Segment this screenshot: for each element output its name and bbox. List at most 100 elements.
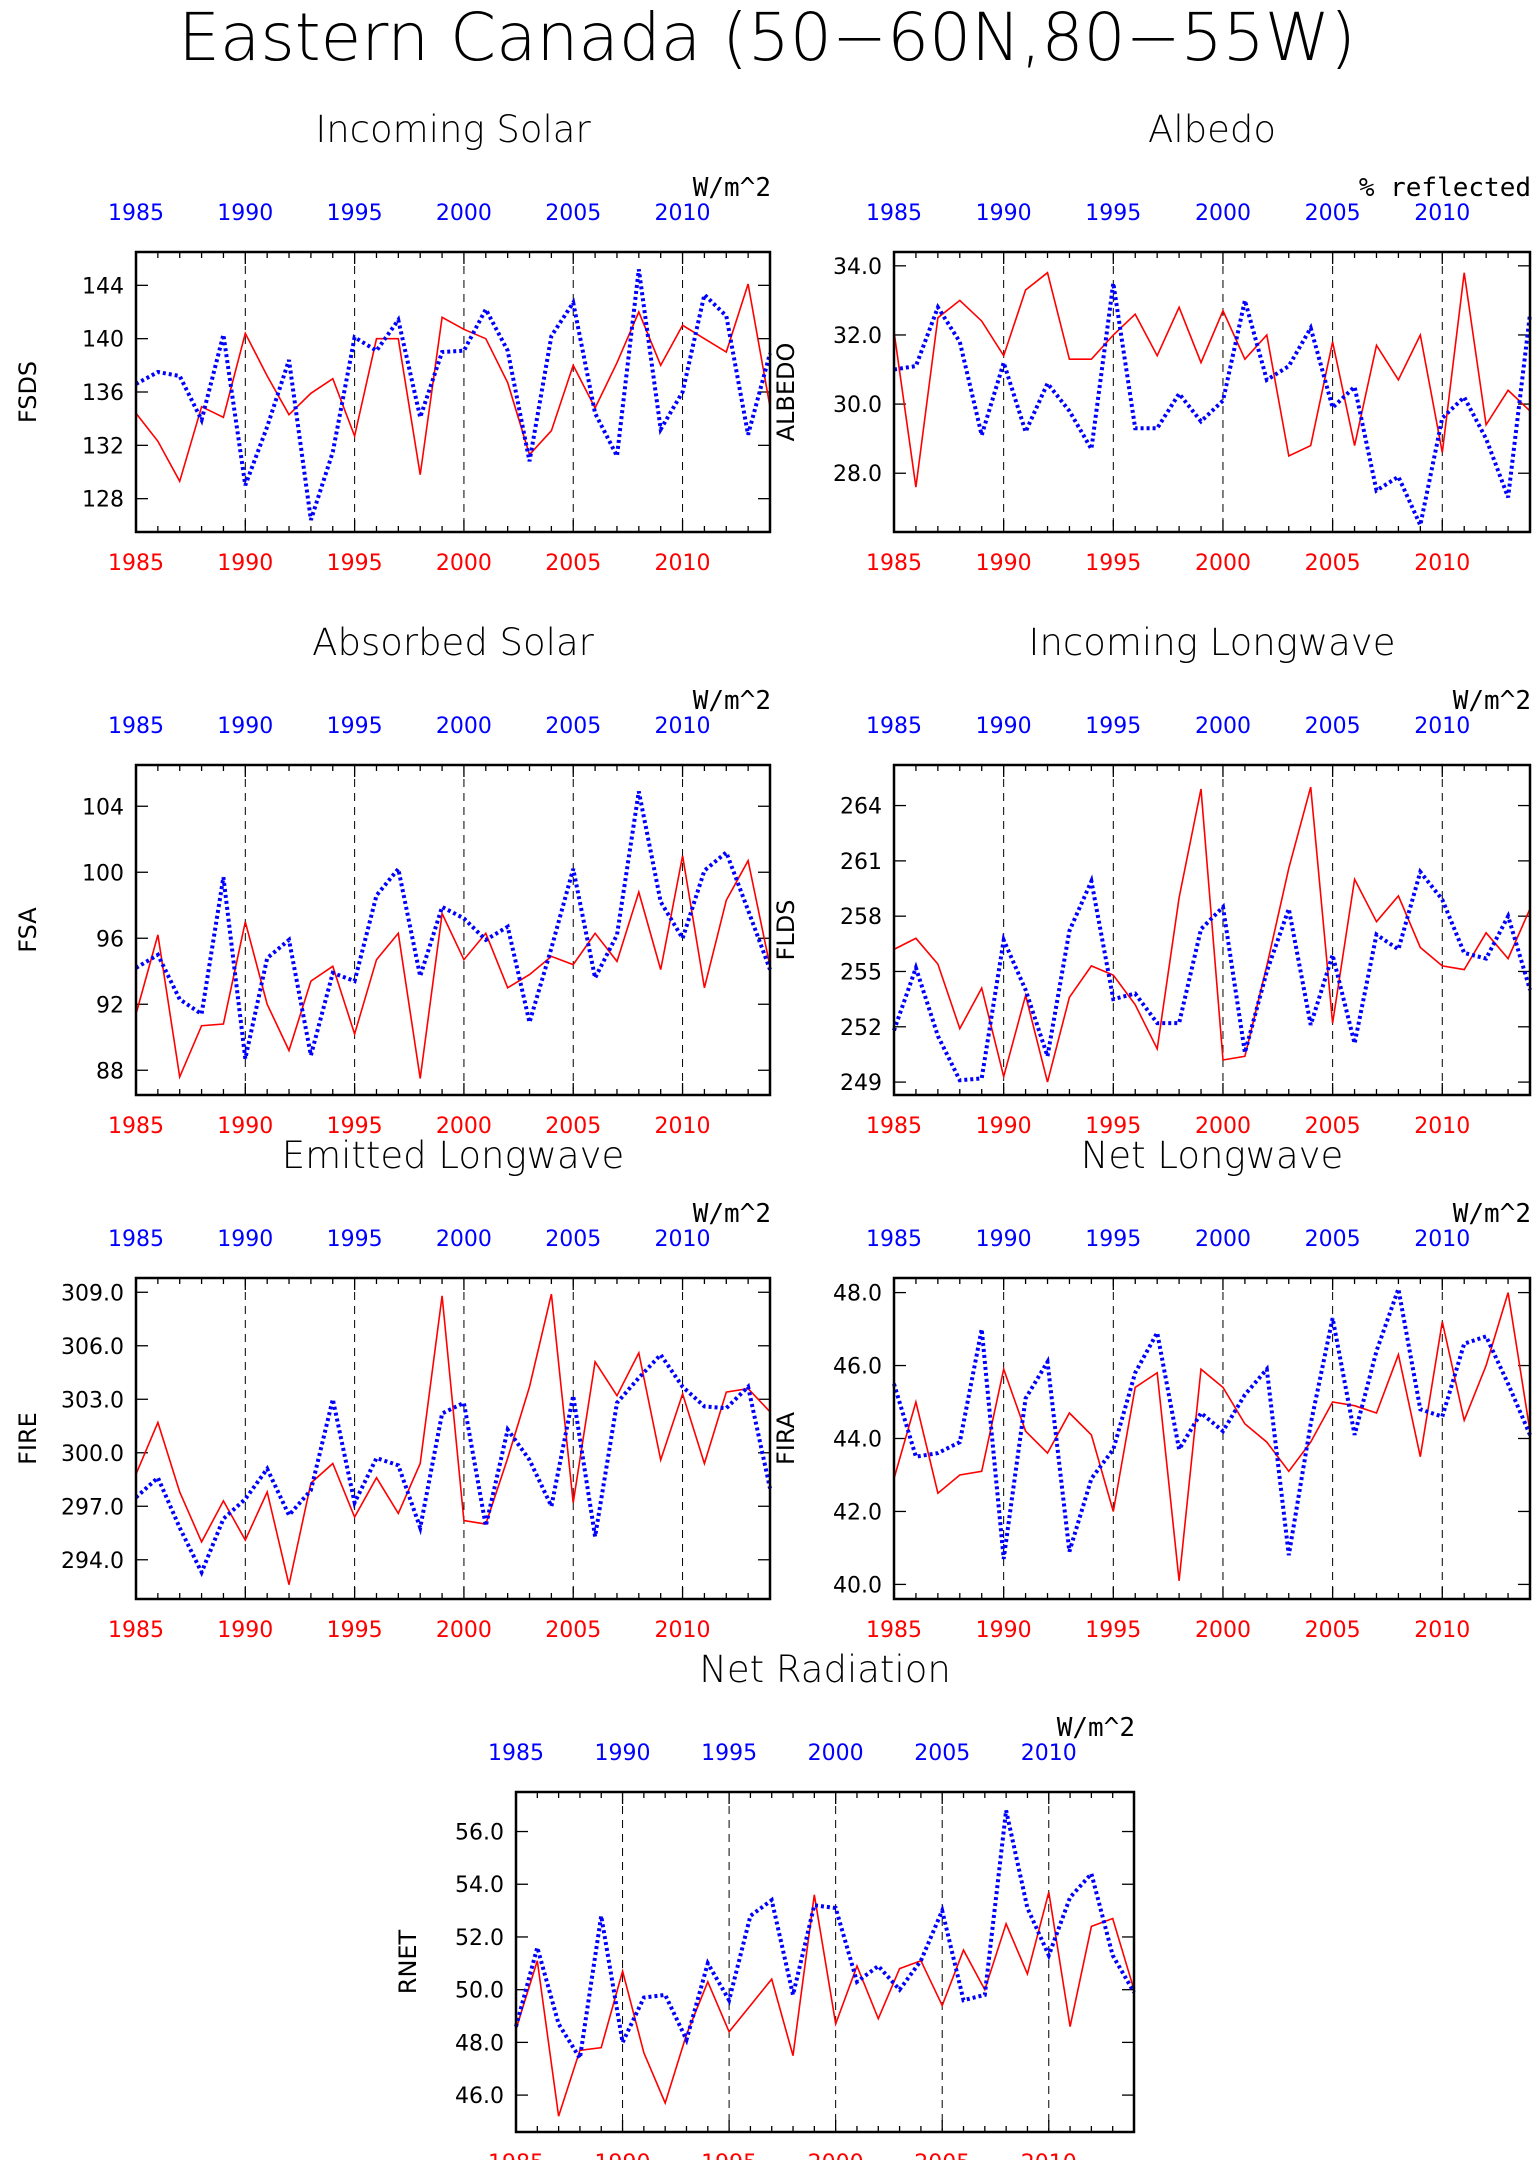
x-tick-label-top: 2010 <box>655 1227 711 1252</box>
blue-series-line <box>134 791 772 1060</box>
y-tick-label: 54.0 <box>455 1873 504 1898</box>
chart-title: Net Longwave <box>1081 1134 1344 1177</box>
x-tick-label-top: 1990 <box>595 1741 651 1766</box>
chart-panels: Incoming Solar W/m^2 1985 1985 1990 1990 1995 1… <box>14 108 1532 2160</box>
x-tick-label-bottom: 1985 <box>108 1114 164 1139</box>
x-tick-label-bottom: 2000 <box>436 1114 492 1139</box>
x-tick-label-top: 1995 <box>1085 201 1141 226</box>
x-tick-label-top: 2005 <box>545 201 601 226</box>
x-tick-label-bottom: 1995 <box>327 1618 383 1643</box>
chart-panel: Emitted Longwave W/m^2 1985 1985 1990 1990 199… <box>14 1134 772 1643</box>
units-label: W/m^2 <box>1453 686 1531 716</box>
x-tick-label-bottom: 2010 <box>655 1114 711 1139</box>
y-tick-label: 56.0 <box>455 1821 504 1846</box>
x-tick-label-top: 1990 <box>217 201 273 226</box>
red-series-line <box>515 1891 1135 2117</box>
y-axis-label: FLDS <box>772 900 800 961</box>
x-tick-label-bottom: 2000 <box>1195 551 1251 576</box>
y-tick-label: 294.0 <box>61 1549 124 1574</box>
x-tick-label-bottom: 2010 <box>1414 1618 1470 1643</box>
x-tick-label-bottom: 2005 <box>1305 551 1361 576</box>
blue-series-line <box>893 282 1532 532</box>
y-tick-label: 46.0 <box>833 1355 882 1380</box>
x-tick-label-bottom: 2010 <box>1021 2151 1077 2160</box>
y-tick-label: 306.0 <box>61 1335 124 1360</box>
x-tick-label-bottom: 2000 <box>436 551 492 576</box>
y-tick-label: 300.0 <box>61 1442 124 1467</box>
x-tick-label-bottom: 2005 <box>914 2151 970 2160</box>
y-tick-label: 44.0 <box>833 1428 882 1453</box>
x-tick-label-top: 1990 <box>976 714 1032 739</box>
x-tick-label-top: 1985 <box>866 1227 922 1252</box>
x-tick-label-top: 2000 <box>1195 201 1251 226</box>
units-label: W/m^2 <box>693 173 771 203</box>
plot-frame <box>134 250 772 534</box>
x-tick-label-bottom: 1995 <box>1085 1114 1141 1139</box>
x-tick-label-bottom: 1990 <box>595 2151 651 2160</box>
x-tick-label-bottom: 1990 <box>217 1114 273 1139</box>
y-tick-label: 136 <box>82 381 124 406</box>
x-tick-label-top: 2000 <box>436 714 492 739</box>
y-axis-label: FIRA <box>772 1411 800 1465</box>
x-tick-label-top: 2000 <box>1195 1227 1251 1252</box>
chart-title: Net Radiation <box>699 1648 951 1691</box>
units-label: % reflected <box>1359 173 1531 203</box>
x-tick-label-bottom: 1990 <box>217 551 273 576</box>
red-series-line <box>135 1293 771 1585</box>
y-axis-label: FSDS <box>14 361 42 423</box>
x-tick-label-bottom: 2005 <box>545 1114 601 1139</box>
x-tick-label-top: 1985 <box>488 1741 544 1766</box>
y-tick-label: 50.0 <box>455 1979 504 2004</box>
x-tick-label-top: 2010 <box>1021 1741 1077 1766</box>
x-tick-label-top: 2005 <box>1305 714 1361 739</box>
y-tick-label: 309.0 <box>61 1281 124 1306</box>
blue-series-line <box>514 1809 1136 2064</box>
x-tick-label-bottom: 1985 <box>866 1618 922 1643</box>
y-tick-label: 48.0 <box>833 1282 882 1307</box>
plot-frame <box>514 1790 1136 2134</box>
y-tick-label: 32.0 <box>833 324 882 349</box>
x-tick-label-top: 2005 <box>1305 1227 1361 1252</box>
x-tick-label-bottom: 1995 <box>1085 551 1141 576</box>
y-tick-label: 128 <box>82 488 124 513</box>
x-tick-label-top: 1990 <box>217 1227 273 1252</box>
x-tick-label-bottom: 1985 <box>108 551 164 576</box>
y-tick-label: 297.0 <box>61 1495 124 1520</box>
red-series-line <box>893 1292 1531 1581</box>
y-tick-label: 303.0 <box>61 1388 124 1413</box>
x-tick-label-bottom: 1985 <box>488 2151 544 2160</box>
x-tick-label-top: 1985 <box>866 714 922 739</box>
blue-series-line <box>135 269 772 521</box>
plot-frame <box>892 250 1532 534</box>
x-tick-label-top: 2010 <box>1414 714 1470 739</box>
y-axis-label: FIRE <box>14 1412 42 1465</box>
plot-frame <box>134 763 772 1097</box>
x-tick-label-bottom: 2010 <box>655 1618 711 1643</box>
x-tick-label-top: 2000 <box>1195 714 1251 739</box>
x-tick-label-top: 2010 <box>655 714 711 739</box>
x-tick-label-bottom: 1985 <box>108 1618 164 1643</box>
y-axis-label: RNET <box>394 1929 422 1994</box>
y-tick-label: 96 <box>96 927 124 952</box>
plot-frame <box>134 1276 772 1601</box>
chart-title: Absorbed Solar <box>312 621 594 664</box>
x-tick-label-bottom: 1990 <box>976 1114 1032 1139</box>
x-tick-label-bottom: 2005 <box>545 1618 601 1643</box>
y-tick-label: 132 <box>82 434 124 459</box>
x-tick-label-top: 1985 <box>108 201 164 226</box>
x-tick-label-bottom: 1995 <box>327 551 383 576</box>
plot-frame <box>892 1276 1532 1601</box>
x-tick-label-bottom: 2010 <box>655 551 711 576</box>
red-series-line <box>893 271 1531 488</box>
page-title: Eastern Canada (50−60N,80−55W) <box>178 0 1356 76</box>
y-tick-label: 30.0 <box>833 393 882 418</box>
chart-panel: Net Radiation W/m^2 1985 1985 1990 1990 1995 19… <box>394 1648 1136 2160</box>
x-tick-label-bottom: 2000 <box>436 1618 492 1643</box>
x-tick-label-top: 1995 <box>327 201 383 226</box>
y-tick-label: 264 <box>840 795 882 820</box>
x-tick-label-top: 1995 <box>327 1227 383 1252</box>
y-tick-label: 144 <box>82 274 124 299</box>
chart-panel: Albedo % reflected 1985 1985 1990 1990 1995 199… <box>772 108 1532 576</box>
blue-series-line <box>892 867 1532 1083</box>
